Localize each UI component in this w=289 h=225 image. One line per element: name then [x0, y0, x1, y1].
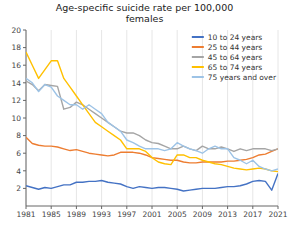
legend-swatch	[192, 56, 204, 58]
x-tick-label: 2005	[168, 210, 187, 219]
x-tick-label: 2017	[243, 210, 262, 219]
x-tick-label: 2021	[268, 210, 287, 219]
legend-label: 45 to 64 years	[208, 53, 263, 62]
series-line	[26, 137, 278, 163]
legend-label: 75 years and over	[208, 73, 277, 82]
grid-line	[278, 30, 279, 206]
legend-swatch	[192, 66, 204, 68]
grid-line	[177, 30, 178, 206]
title-line: Age-specific suicide rate per 100,000	[56, 2, 234, 13]
legend-swatch	[192, 36, 204, 38]
legend-swatch	[192, 46, 204, 48]
legend-label: 25 to 44 years	[208, 43, 263, 52]
grid-line	[76, 30, 77, 206]
x-tick-label: 1993	[92, 210, 111, 219]
series-line	[26, 173, 278, 191]
series-line	[26, 52, 278, 172]
series-line	[26, 81, 278, 151]
x-axis	[26, 206, 278, 207]
legend: 10 to 24 years25 to 44 years45 to 64 yea…	[192, 33, 277, 82]
grid-line	[152, 30, 153, 206]
x-tick-label: 2009	[193, 210, 212, 219]
x-tick-label: 1985	[42, 210, 61, 219]
y-tick-label: 12	[11, 96, 21, 105]
x-tick-label: 1989	[67, 210, 86, 219]
chart: Age-specific suicide rate per 100,000fem…	[0, 0, 289, 225]
y-tick-label: 18	[11, 43, 21, 52]
x-tick-label: 1997	[117, 210, 136, 219]
legend-label: 65 to 74 years	[208, 63, 263, 72]
grid-line	[51, 30, 52, 206]
title: Age-specific suicide rate per 100,000fem…	[56, 2, 234, 24]
y-tick-label: 10	[11, 114, 21, 123]
lines	[26, 52, 278, 191]
y-tick-label: 4	[16, 167, 21, 176]
legend-label: 10 to 24 years	[208, 33, 263, 42]
grid: 1981 1985 1989 1993 1997 2001 2005 2009 2013 2017…	[11, 26, 287, 219]
series-line	[26, 78, 278, 170]
grid-line	[26, 30, 27, 206]
y-tick-label: 2	[16, 184, 21, 193]
x-tick-label: 2013	[218, 210, 237, 219]
legend-swatch	[192, 76, 204, 78]
y-tick-label: 20	[11, 26, 21, 35]
title-line: females	[126, 13, 164, 24]
y-tick-label: 8	[16, 131, 21, 140]
x-tick-label: 2001	[142, 210, 161, 219]
x-tick-label: 1981	[16, 210, 35, 219]
y-tick-label: 14	[11, 79, 21, 88]
y-tick-label: 16	[11, 61, 21, 70]
y-tick-label: 6	[16, 149, 21, 158]
y-axis	[26, 30, 27, 206]
grid-line	[126, 30, 127, 206]
